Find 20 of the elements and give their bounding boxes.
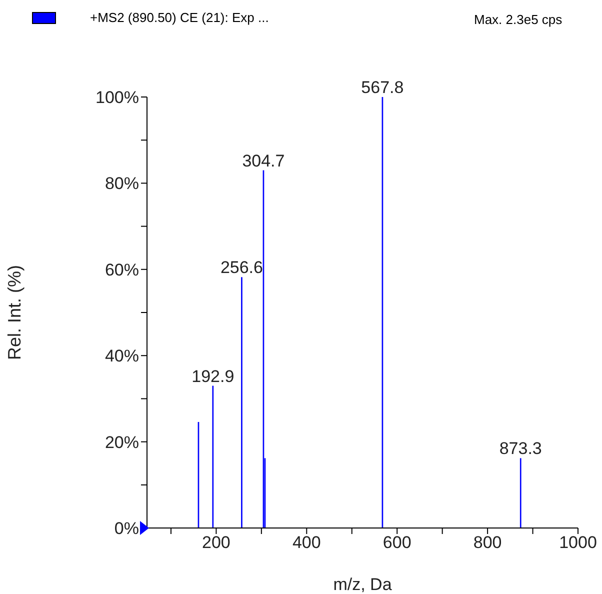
y-tick-label: 40%	[104, 346, 139, 366]
text: 304.7	[242, 151, 285, 170]
y-tick-label: 80%	[104, 174, 139, 194]
y-tick-label: 60%	[104, 260, 139, 280]
x-tick-label: 400	[292, 533, 321, 552]
x-tick-label: 200	[202, 533, 230, 552]
x-axis-title: m/z, Da	[333, 575, 392, 594]
y-tick-label: 20%	[104, 432, 139, 452]
text: 873.3	[499, 439, 542, 458]
text: Max. 2.3e5 cps	[474, 12, 562, 27]
y-tick-label: 100%	[96, 88, 139, 108]
y-axis-title: Rel. Int. (%)	[4, 264, 24, 360]
x-tick-label: 600	[382, 533, 412, 552]
text: 567.8	[361, 78, 404, 97]
x-tick-label: 800	[473, 533, 502, 552]
text: 192.9	[192, 366, 234, 386]
text: +MS2 (890.50) CE (21): Exp ...	[90, 10, 269, 25]
x-tick-label: 1000	[559, 533, 597, 552]
y-tick-label: 0%	[114, 519, 139, 538]
text: 256.6	[220, 258, 263, 278]
